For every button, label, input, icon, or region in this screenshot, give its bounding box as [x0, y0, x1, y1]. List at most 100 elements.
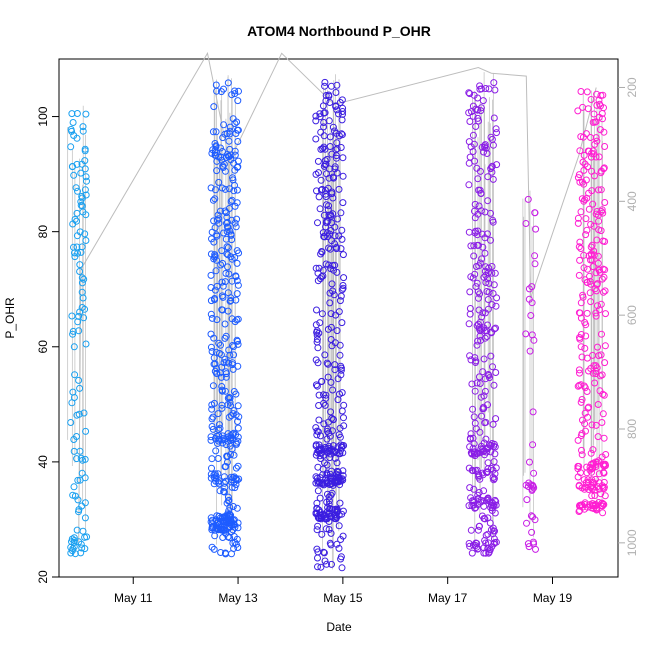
- data-point: [590, 110, 598, 118]
- data-point: [320, 211, 328, 219]
- data-point: [227, 294, 235, 302]
- data-point: [210, 399, 218, 407]
- data-point: [467, 356, 475, 364]
- data-point: [595, 186, 602, 194]
- data-point: [207, 310, 215, 318]
- data-point: [320, 119, 328, 126]
- data-point: [490, 475, 498, 483]
- data-point: [473, 231, 481, 239]
- data-point: [215, 349, 223, 357]
- data-point: [335, 132, 343, 140]
- data-point: [468, 466, 476, 474]
- data-point: [331, 514, 339, 522]
- data-point: [477, 393, 485, 401]
- data-point: [71, 371, 79, 379]
- data-point: [325, 211, 333, 219]
- data-point: [471, 387, 479, 395]
- data-point: [587, 96, 595, 103]
- data-point: [329, 173, 337, 181]
- data-point: [585, 189, 593, 197]
- data-point: [226, 398, 234, 406]
- data-point: [590, 479, 598, 487]
- data-point: [583, 309, 591, 317]
- data-point: [602, 310, 609, 318]
- data-point: [67, 549, 75, 557]
- data-point: [227, 451, 234, 459]
- data-point: [224, 251, 232, 259]
- cluster-points: [312, 78, 348, 572]
- data-point: [489, 502, 497, 509]
- data-point: [326, 143, 334, 150]
- data-point: [473, 450, 481, 457]
- data-point: [68, 110, 76, 118]
- data-point: [78, 469, 86, 477]
- data-point: [207, 343, 215, 351]
- data-point: [481, 249, 489, 257]
- data-point: [74, 476, 82, 484]
- data-point: [321, 557, 329, 565]
- data-point: [210, 474, 218, 482]
- data-point: [78, 194, 86, 202]
- data-point: [213, 232, 221, 240]
- data-point: [226, 123, 234, 131]
- x-axis: May 11 May 13 May 15 May 17 May 19: [114, 577, 572, 605]
- data-point: [324, 425, 332, 433]
- data-point: [218, 292, 226, 300]
- data-point: [472, 123, 480, 130]
- data-point: [216, 514, 224, 522]
- data-point: [591, 379, 599, 387]
- data-point: [468, 380, 476, 388]
- data-point: [466, 310, 474, 318]
- data-point: [530, 469, 538, 477]
- data-point: [316, 113, 324, 121]
- data-point: [231, 120, 239, 127]
- data-point: [583, 226, 591, 234]
- data-point: [76, 384, 84, 392]
- data-point: [471, 419, 479, 427]
- data-point: [578, 451, 586, 459]
- data-point: [230, 478, 238, 486]
- data-point: [80, 275, 88, 283]
- data-point: [81, 305, 89, 313]
- data-point: [528, 486, 536, 494]
- data-point: [474, 210, 482, 218]
- data-point: [471, 200, 479, 208]
- data-point: [481, 208, 489, 216]
- data-point: [584, 413, 592, 421]
- data-point: [490, 381, 498, 389]
- data-point: [600, 165, 608, 173]
- data-point: [470, 413, 478, 421]
- data-point: [219, 306, 227, 314]
- data-point: [228, 478, 235, 486]
- data-point: [576, 335, 584, 343]
- data-point: [230, 159, 238, 167]
- data-point: [329, 262, 337, 269]
- x-tick-label: May 13: [218, 591, 258, 605]
- data-point: [598, 419, 606, 426]
- data-point: [333, 245, 340, 253]
- data-point: [313, 187, 320, 195]
- data-point: [597, 102, 604, 110]
- data-point: [478, 512, 486, 520]
- data-point: [582, 130, 590, 138]
- data-point: [322, 193, 330, 201]
- y-tick-label: 20: [36, 570, 50, 584]
- data-point: [313, 474, 321, 482]
- data-point: [522, 330, 530, 338]
- data-point: [217, 341, 224, 349]
- data-point: [333, 459, 341, 467]
- data-point: [78, 288, 86, 296]
- data-point: [220, 473, 228, 481]
- data-point: [218, 278, 226, 286]
- data-point: [487, 236, 494, 244]
- data-point: [473, 279, 481, 287]
- data-point: [574, 219, 582, 227]
- data-point: [229, 115, 237, 123]
- data-point: [217, 261, 225, 269]
- data-point: [489, 474, 497, 481]
- data-point: [314, 477, 322, 485]
- data-point: [476, 522, 483, 530]
- data-point: [230, 187, 238, 195]
- data-point: [476, 380, 484, 387]
- data-point: [321, 459, 328, 467]
